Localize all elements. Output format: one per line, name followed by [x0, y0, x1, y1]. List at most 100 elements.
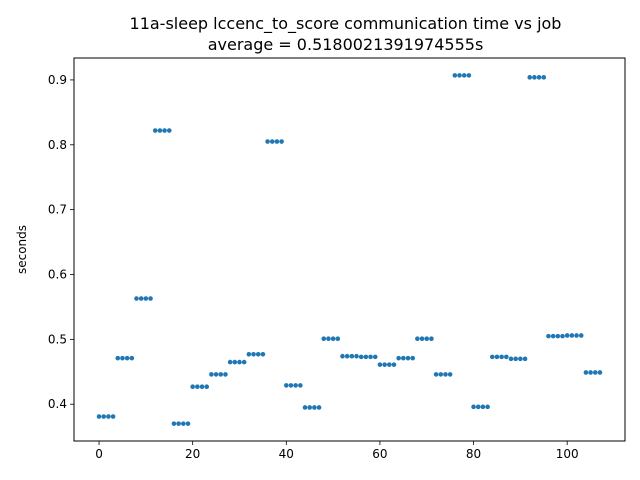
data-point [396, 355, 401, 361]
data-point [560, 333, 565, 339]
data-point [176, 421, 181, 426]
data-point [171, 421, 177, 426]
y-tick-label: 0.8 [48, 138, 67, 152]
data-point [120, 355, 125, 361]
data-point [405, 355, 411, 361]
data-point [358, 354, 364, 360]
data-point [115, 355, 121, 361]
data-point [110, 414, 116, 419]
y-axis-label: seconds [15, 225, 29, 274]
data-point [386, 362, 392, 367]
data-point [555, 333, 561, 339]
data-point [532, 75, 537, 80]
data-point [419, 336, 425, 342]
data-point [199, 384, 205, 390]
data-point [410, 355, 415, 361]
data-point [452, 73, 458, 78]
x-tick-label: 60 [372, 447, 387, 461]
data-point [457, 73, 462, 78]
data-point [330, 336, 336, 342]
data-point [508, 356, 514, 362]
data-point [363, 354, 369, 360]
data-points [96, 73, 603, 426]
y-tick-label: 0.4 [48, 397, 67, 411]
data-point [574, 333, 579, 338]
data-point [246, 351, 252, 357]
data-point [96, 414, 102, 419]
data-point [204, 384, 210, 390]
data-point [213, 372, 219, 377]
data-point [377, 362, 383, 367]
data-point [227, 359, 233, 365]
y-tick-label: 0.5 [48, 332, 67, 346]
x-tick-label: 100 [556, 447, 579, 461]
x-tick-label: 0 [95, 447, 103, 461]
data-point [307, 405, 313, 410]
y-tick-label: 0.6 [48, 268, 67, 282]
data-point [265, 139, 270, 144]
data-point [527, 75, 533, 80]
data-point [157, 128, 163, 133]
chart-subtitle: average = 0.5180021391974555s [208, 35, 484, 54]
x-tick-label: 40 [279, 447, 294, 461]
data-point [415, 336, 420, 342]
data-point [429, 336, 434, 342]
data-point [578, 333, 584, 338]
data-point [138, 296, 144, 301]
data-point [433, 372, 439, 377]
data-point [284, 383, 289, 388]
data-point [443, 372, 448, 377]
data-point [302, 405, 308, 410]
data-point [480, 404, 486, 410]
x-tick-label: 80 [466, 447, 481, 461]
x-tick-label: 20 [185, 447, 200, 461]
data-point [274, 139, 280, 144]
data-point [536, 75, 542, 80]
data-point [143, 296, 149, 301]
data-point [592, 370, 598, 375]
data-point [344, 353, 350, 359]
data-point [569, 333, 575, 338]
data-point [190, 384, 195, 390]
data-point [550, 333, 556, 339]
data-point [541, 75, 547, 80]
data-point [312, 405, 317, 410]
data-point [316, 405, 322, 410]
data-point [134, 296, 139, 301]
data-point [298, 383, 303, 388]
data-point [269, 139, 275, 144]
data-point [504, 354, 509, 360]
data-point [237, 359, 242, 365]
data-point [489, 354, 495, 360]
data-point [209, 372, 214, 377]
data-point [368, 354, 373, 360]
data-point [475, 404, 481, 410]
data-point [148, 296, 153, 301]
data-point [401, 355, 406, 361]
data-point [494, 354, 500, 360]
data-point [349, 353, 355, 359]
y-axis: 0.4 0.5 0.6 0.7 0.8 0.9 [48, 73, 74, 411]
data-point [564, 333, 570, 338]
data-point [232, 359, 238, 365]
data-point [101, 414, 107, 419]
data-point [461, 73, 467, 78]
chart-title: 11a-sleep lccenc_to_score communication … [130, 14, 562, 34]
data-point [438, 372, 444, 377]
data-point [513, 356, 518, 362]
data-point [106, 414, 111, 419]
data-point [251, 351, 256, 357]
data-point [241, 359, 247, 365]
data-point [124, 355, 130, 361]
data-point [382, 362, 387, 367]
data-point [335, 336, 341, 342]
data-point [152, 128, 158, 133]
data-point [293, 383, 298, 388]
plot-area [73, 57, 626, 442]
data-point [340, 353, 345, 359]
data-point [583, 370, 589, 375]
data-point [162, 128, 167, 133]
data-point [471, 404, 476, 410]
